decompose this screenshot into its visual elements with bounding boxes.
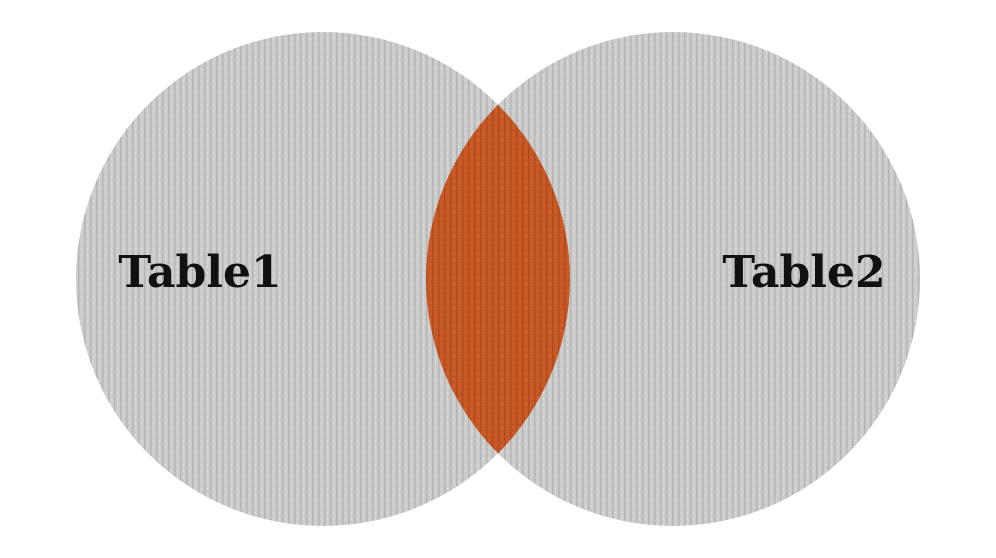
venn-circle-table2 (426, 32, 920, 526)
venn-circle-table1 (76, 32, 570, 526)
set-label-table1: Table1 (118, 247, 281, 298)
set-label-table2: Table2 (722, 247, 885, 298)
